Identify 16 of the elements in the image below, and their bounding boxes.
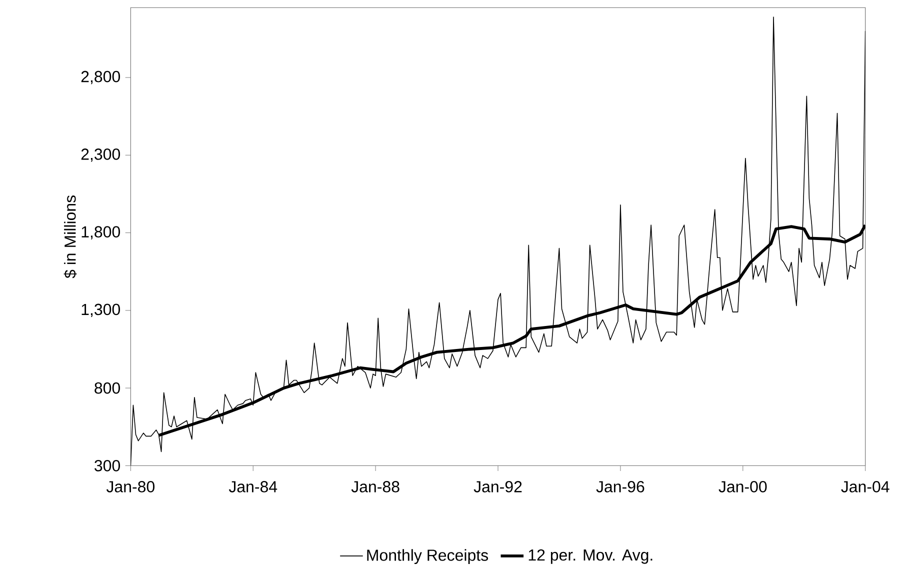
x-tick-label: Jan-88 xyxy=(351,481,400,492)
y-tick-label: 300 xyxy=(94,460,120,472)
y-tick-label: 2,300 xyxy=(81,148,120,162)
x-tick-label: Jan-80 xyxy=(106,481,155,492)
y-tick-label: 1,300 xyxy=(82,304,120,318)
legend-label: 12 per. Mov. Avg. xyxy=(528,549,652,564)
x-tick-label: Jan-04 xyxy=(841,481,890,492)
x-tick-label: Jan-92 xyxy=(474,481,522,492)
x-tick-label: Jan-00 xyxy=(718,481,767,492)
y-tick-label: 2,800 xyxy=(81,70,120,84)
legend-label: Monthly Receipts xyxy=(367,549,488,564)
x-tick-label: Jan-96 xyxy=(596,481,644,492)
y-axis-title: $ in Millions xyxy=(64,195,77,278)
x-tick-label: Jan-84 xyxy=(228,481,278,492)
y-tick-label: 800 xyxy=(94,382,120,394)
y-tick-label: 1,800 xyxy=(82,226,120,240)
